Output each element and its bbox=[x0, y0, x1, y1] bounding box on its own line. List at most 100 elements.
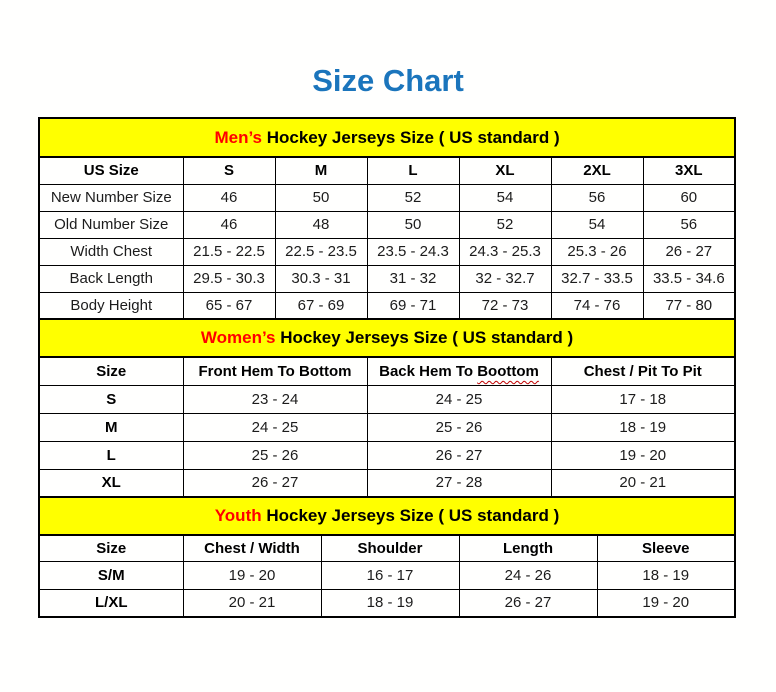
size-value: 32 - 32.7 bbox=[458, 264, 552, 293]
womens-size-table: Women’s Hockey Jerseys Size ( US standar… bbox=[37, 318, 737, 498]
row-label: S/M bbox=[38, 560, 184, 590]
size-value: 74 - 76 bbox=[550, 291, 644, 320]
size-value: 25 - 26 bbox=[182, 440, 368, 470]
size-value: 23.5 - 24.3 bbox=[366, 237, 460, 266]
size-value: 23 - 24 bbox=[182, 384, 368, 414]
size-value: 27 - 28 bbox=[366, 468, 552, 498]
size-value: 52 bbox=[366, 183, 460, 212]
size-value: 46 bbox=[182, 183, 276, 212]
column-header: Shoulder bbox=[320, 534, 460, 562]
mens-banner-text: Hockey Jerseys Size ( US standard ) bbox=[262, 127, 560, 147]
table-row: Width Chest 21.5 - 22.5 22.5 - 23.5 23.5… bbox=[38, 237, 736, 266]
row-label: Width Chest bbox=[38, 237, 184, 266]
size-value: 20 - 21 bbox=[550, 468, 736, 498]
row-label: Old Number Size bbox=[38, 210, 184, 239]
size-value: 77 - 80 bbox=[642, 291, 736, 320]
mens-size-table: Men’s Hockey Jerseys Size ( US standard … bbox=[37, 117, 737, 320]
size-value: 18 - 19 bbox=[596, 560, 736, 590]
row-label: L/XL bbox=[38, 588, 184, 618]
youth-size-table: Youth Hockey Jerseys Size ( US standard … bbox=[38, 496, 736, 618]
size-value: 50 bbox=[366, 210, 460, 239]
table-row: New Number Size 46 50 52 54 56 60 bbox=[38, 183, 736, 212]
size-value: 26 - 27 bbox=[366, 440, 552, 470]
table-row: Old Number Size 46 48 50 52 54 56 bbox=[38, 210, 736, 239]
mens-header-row: US Size S M L XL 2XL 3XL bbox=[38, 156, 736, 185]
youth-banner-text: Hockey Jerseys Size ( US standard ) bbox=[261, 506, 560, 525]
table-row: XL 26 - 27 27 - 28 20 - 21 bbox=[38, 468, 736, 498]
size-value: 19 - 20 bbox=[596, 588, 736, 618]
size-value: 18 - 19 bbox=[550, 412, 736, 442]
youth-section-banner: Youth Hockey Jerseys Size ( US standard … bbox=[38, 496, 736, 536]
size-value: 19 - 20 bbox=[550, 440, 736, 470]
womens-section-banner: Women’s Hockey Jerseys Size ( US standar… bbox=[37, 318, 737, 358]
youth-banner-highlight: Youth bbox=[214, 506, 262, 525]
size-value: 72 - 73 bbox=[458, 291, 552, 320]
size-value: 67 - 69 bbox=[274, 291, 368, 320]
size-value: 18 - 19 bbox=[320, 588, 460, 618]
page-title: Size Chart bbox=[312, 63, 464, 98]
column-header-text: Back Hem To bbox=[379, 362, 478, 380]
size-value: 21.5 - 22.5 bbox=[182, 237, 276, 266]
size-value: 25 - 26 bbox=[366, 412, 552, 442]
row-label: XL bbox=[38, 468, 184, 498]
table-row: S 23 - 24 24 - 25 17 - 18 bbox=[38, 384, 736, 414]
size-value: 69 - 71 bbox=[366, 291, 460, 320]
size-value: 60 bbox=[642, 183, 736, 212]
column-header: M bbox=[274, 156, 368, 185]
size-value: 25.3 - 26 bbox=[550, 237, 644, 266]
column-header: 2XL bbox=[550, 156, 644, 185]
table-row: L 25 - 26 26 - 27 19 - 20 bbox=[38, 440, 736, 470]
misspelled-word-squiggle: Boottom bbox=[477, 362, 539, 380]
size-value: 30.3 - 31 bbox=[274, 264, 368, 293]
column-header: Sleeve bbox=[596, 534, 736, 562]
table-row: Body Height 65 - 67 67 - 69 69 - 71 72 -… bbox=[38, 291, 736, 320]
size-value: 29.5 - 30.3 bbox=[182, 264, 276, 293]
size-value: 56 bbox=[642, 210, 736, 239]
size-value: 31 - 32 bbox=[366, 264, 460, 293]
column-header: XL bbox=[458, 156, 552, 185]
size-value: 54 bbox=[550, 210, 644, 239]
size-value: 32.7 - 33.5 bbox=[550, 264, 644, 293]
column-header: L bbox=[366, 156, 460, 185]
column-header: Length bbox=[458, 534, 598, 562]
size-value: 17 - 18 bbox=[550, 384, 736, 414]
size-value: 26 - 27 bbox=[182, 468, 368, 498]
mens-banner-highlight: Men’s bbox=[214, 127, 262, 147]
row-label: M bbox=[38, 412, 184, 442]
column-header: US Size bbox=[38, 156, 184, 185]
womens-banner-highlight: Women’s bbox=[200, 328, 276, 347]
column-header: Size bbox=[38, 356, 184, 386]
size-value: 24 - 26 bbox=[458, 560, 598, 590]
table-row: S/M 19 - 20 16 - 17 24 - 26 18 - 19 bbox=[38, 560, 736, 590]
size-value: 26 - 27 bbox=[642, 237, 736, 266]
size-value: 50 bbox=[274, 183, 368, 212]
size-value: 46 bbox=[182, 210, 276, 239]
size-value: 56 bbox=[550, 183, 644, 212]
size-value: 24 - 25 bbox=[182, 412, 368, 442]
column-header: Front Hem To Bottom bbox=[182, 356, 368, 386]
table-row: Back Length 29.5 - 30.3 30.3 - 31 31 - 3… bbox=[38, 264, 736, 293]
size-value: 33.5 - 34.6 bbox=[642, 264, 736, 293]
size-value: 48 bbox=[274, 210, 368, 239]
size-value: 26 - 27 bbox=[458, 588, 598, 618]
row-label: L bbox=[38, 440, 184, 470]
column-header: 3XL bbox=[642, 156, 736, 185]
size-value: 65 - 67 bbox=[182, 291, 276, 320]
column-header: Back Hem To Boottom bbox=[366, 356, 552, 386]
size-value: 54 bbox=[458, 183, 552, 212]
size-value: 19 - 20 bbox=[182, 560, 322, 590]
column-header: S bbox=[182, 156, 276, 185]
size-value: 24 - 25 bbox=[366, 384, 552, 414]
mens-section-banner: Men’s Hockey Jerseys Size ( US standard … bbox=[37, 117, 737, 158]
size-value: 24.3 - 25.3 bbox=[458, 237, 552, 266]
row-label: S bbox=[38, 384, 184, 414]
size-value: 16 - 17 bbox=[320, 560, 460, 590]
size-chart-container: Men’s Hockey Jerseys Size ( US standard … bbox=[37, 117, 737, 618]
size-value: 52 bbox=[458, 210, 552, 239]
row-label: Back Length bbox=[38, 264, 184, 293]
table-row: L/XL 20 - 21 18 - 19 26 - 27 19 - 20 bbox=[38, 588, 736, 618]
row-label: Body Height bbox=[38, 291, 184, 320]
youth-header-row: Size Chest / Width Shoulder Length Sleev… bbox=[38, 534, 736, 562]
womens-banner-text: Hockey Jerseys Size ( US standard ) bbox=[275, 328, 574, 347]
